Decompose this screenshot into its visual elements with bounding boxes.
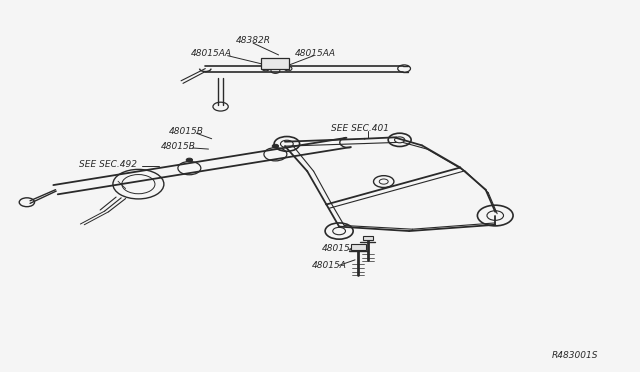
Text: 48015AA: 48015AA [294, 49, 335, 58]
Text: 48015A: 48015A [322, 244, 356, 253]
Text: 48382R: 48382R [236, 36, 271, 45]
Circle shape [186, 158, 193, 162]
Text: 48015AA: 48015AA [191, 49, 232, 58]
Text: 48015B: 48015B [161, 142, 196, 151]
Text: SEE SEC.492: SEE SEC.492 [79, 160, 138, 169]
Bar [363, 236, 373, 240]
Text: SEE SEC.401: SEE SEC.401 [331, 124, 389, 133]
Bar [261, 58, 289, 68]
Text: 48015B: 48015B [169, 127, 204, 136]
Text: 48015A: 48015A [312, 261, 347, 270]
Text: R483001S: R483001S [552, 351, 598, 360]
Bar [351, 244, 366, 250]
Circle shape [272, 144, 278, 148]
